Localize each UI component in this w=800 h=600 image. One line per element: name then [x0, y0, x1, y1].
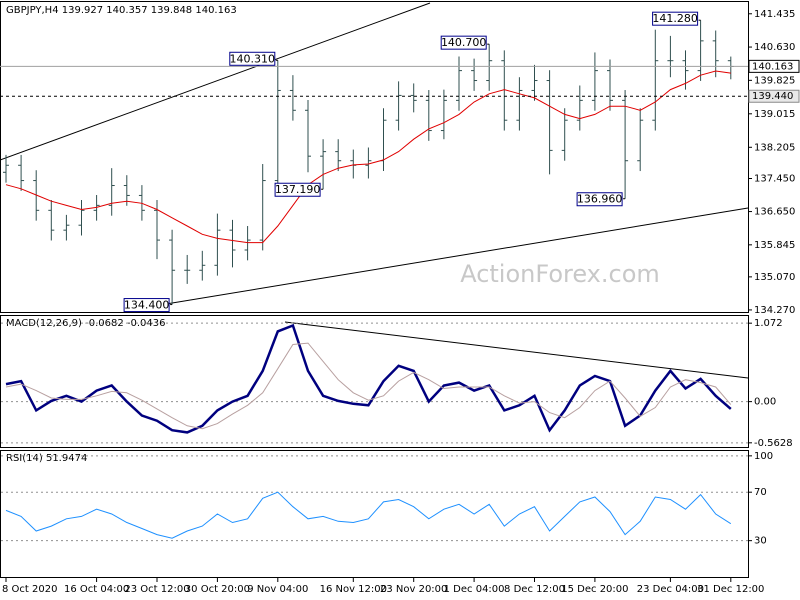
x-tick-label: 9 Nov 04:00: [247, 584, 308, 595]
x-tick-label: 8 Oct 2020: [2, 584, 57, 595]
y-tick-label: 139.015: [754, 109, 795, 120]
x-tick-label: 15 Dec 20:00: [561, 584, 628, 595]
annotation-label: 140.310: [230, 52, 276, 65]
y-tick-label: 1.072: [754, 318, 783, 329]
x-tick-label: 16 Nov 12:00: [320, 584, 387, 595]
annotation-box: [274, 182, 321, 197]
y-tick-label: 70: [754, 487, 767, 498]
annotation-box: [652, 11, 699, 26]
x-tick-label: 1 Dec 04:00: [444, 584, 505, 595]
price-title: GBPJPY,H4 139.927 140.357 139.848 140.16…: [6, 5, 237, 16]
annotation-label: 141.280: [652, 12, 698, 25]
x-tick-label: 31 Dec 12:00: [697, 584, 764, 595]
y-tick-label: 141.435: [754, 9, 795, 20]
level-box: [748, 89, 800, 103]
y-tick-label: 139.825: [754, 75, 795, 86]
annotation-label: 140.700: [441, 36, 487, 49]
y-tick-label: 140.630: [754, 42, 795, 53]
macd-title: MACD(12,26,9) -0.0682 -0.0436: [6, 318, 166, 329]
annotation-label: 136.960: [577, 193, 623, 206]
series-line: [5, 342, 732, 430]
annotation-label: 137.190: [275, 183, 321, 196]
annotation-box: [576, 192, 623, 207]
trend-line: [0, 2, 431, 161]
price-panel-frame: [0, 1, 749, 313]
x-tick-label: 8 Dec 12:00: [504, 584, 565, 595]
y-tick-label: -0.5628: [754, 438, 793, 449]
y-tick-label: 135.845: [754, 240, 795, 251]
y-tick-label: 30: [754, 536, 767, 547]
annotation-box: [440, 35, 487, 50]
watermark: ActionForex.com: [460, 260, 660, 288]
y-tick-label: 137.450: [754, 173, 795, 184]
trend-line: [159, 207, 749, 306]
moving-average: [5, 70, 731, 244]
x-tick-label: 23 Dec 04:00: [637, 584, 704, 595]
level-label: 139.440: [752, 91, 793, 102]
series-line: [5, 491, 732, 539]
y-tick-label: 135.070: [754, 272, 795, 283]
x-tick-label: 16 Oct 04:00: [64, 584, 129, 595]
x-tick-label: 23 Oct 12:00: [124, 584, 189, 595]
current-price-box: [748, 59, 800, 73]
y-tick-label: 0.00: [754, 397, 776, 408]
annotation-box: [123, 298, 170, 313]
annotation-box: [229, 51, 276, 66]
current-price-label: 140.163: [752, 61, 793, 72]
x-tick-label: 30 Oct 20:00: [185, 584, 250, 595]
y-tick-label: 134.270: [754, 305, 795, 316]
y-tick-label: 136.650: [754, 207, 795, 218]
x-tick-label: 23 Nov 20:00: [380, 584, 447, 595]
rsi-title: RSI(14) 51.9474: [6, 453, 87, 464]
y-tick-label: 100: [754, 451, 773, 462]
macd-panel-frame: [0, 315, 749, 448]
rsi-panel-frame: [0, 450, 749, 578]
annotation-label: 134.400: [124, 299, 170, 312]
trend-line: [284, 321, 749, 379]
y-tick-label: 138.205: [754, 142, 795, 153]
